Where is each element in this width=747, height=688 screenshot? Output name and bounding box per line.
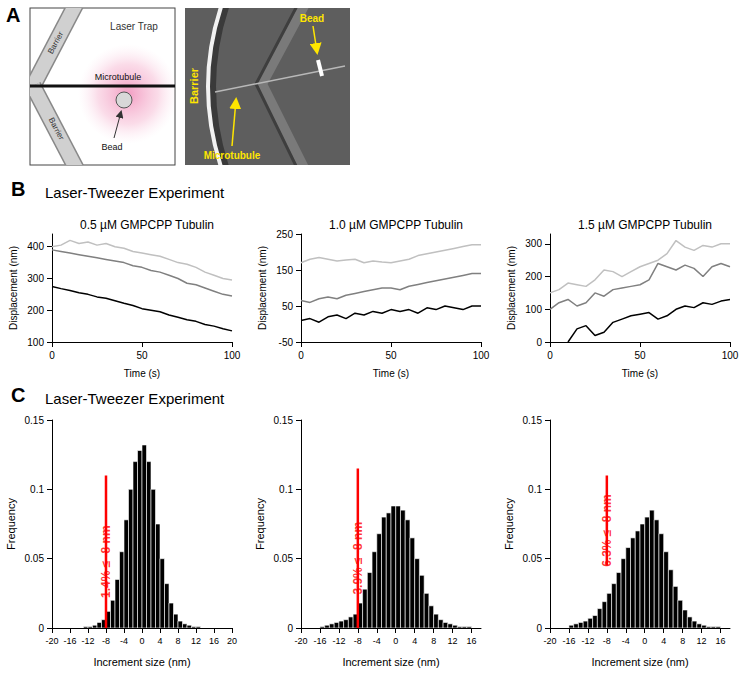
svg-text:8: 8	[431, 636, 436, 646]
svg-text:0: 0	[139, 636, 144, 646]
svg-text:16: 16	[467, 636, 477, 646]
svg-text:Displacement (nm): Displacement (nm)	[8, 246, 19, 330]
svg-text:300: 300	[525, 238, 542, 249]
svg-text:50: 50	[136, 350, 148, 361]
svg-text:-8: -8	[102, 636, 110, 646]
svg-text:Increment size (nm): Increment size (nm)	[591, 656, 688, 668]
svg-text:0: 0	[536, 623, 542, 634]
svg-text:Time (s): Time (s)	[622, 368, 658, 379]
svg-text:8: 8	[680, 636, 685, 646]
svg-text:1.4% ≤ -8 nm: 1.4% ≤ -8 nm	[99, 525, 113, 598]
svg-text:0.5 µM GMPCPP Tubulin: 0.5 µM GMPCPP Tubulin	[80, 218, 214, 232]
svg-text:Bead: Bead	[101, 142, 122, 152]
svg-text:-4: -4	[622, 636, 630, 646]
svg-text:0: 0	[49, 350, 55, 361]
svg-text:0.05: 0.05	[25, 553, 45, 564]
svg-text:12: 12	[697, 636, 707, 646]
svg-text:Laser Trap: Laser Trap	[110, 21, 158, 32]
svg-text:200: 200	[525, 271, 542, 282]
svg-text:16: 16	[716, 636, 726, 646]
svg-text:Barrier: Barrier	[46, 30, 65, 56]
svg-text:0: 0	[287, 623, 293, 634]
svg-text:-4: -4	[120, 636, 128, 646]
svg-text:-16: -16	[63, 636, 76, 646]
svg-text:200: 200	[27, 305, 44, 316]
svg-text:0: 0	[547, 350, 553, 361]
svg-text:Frequency: Frequency	[503, 498, 515, 550]
svg-text:100: 100	[27, 337, 44, 348]
svg-text:Laser-Tweezer Experiment: Laser-Tweezer Experiment	[45, 184, 225, 201]
svg-text:4: 4	[661, 636, 666, 646]
svg-text:0: 0	[393, 636, 398, 646]
svg-text:Laser-Tweezer Experiment: Laser-Tweezer Experiment	[45, 390, 225, 407]
svg-text:250: 250	[276, 229, 293, 240]
svg-text:Frequency: Frequency	[254, 498, 266, 550]
svg-text:-16: -16	[562, 636, 575, 646]
svg-text:Displacement (nm): Displacement (nm)	[506, 246, 517, 330]
svg-text:50: 50	[385, 350, 397, 361]
svg-text:Microtubule: Microtubule	[204, 150, 261, 161]
svg-text:-20: -20	[543, 636, 556, 646]
svg-text:-4: -4	[373, 636, 381, 646]
svg-text:12: 12	[191, 636, 201, 646]
svg-text:12: 12	[448, 636, 458, 646]
svg-text:1.0 µM GMPCPP Tubulin: 1.0 µM GMPCPP Tubulin	[329, 218, 463, 232]
svg-text:100: 100	[473, 350, 490, 361]
svg-text:0.1: 0.1	[279, 484, 293, 495]
svg-text:-50: -50	[279, 337, 294, 348]
svg-text:0: 0	[642, 636, 647, 646]
svg-text:Bead: Bead	[300, 13, 324, 24]
svg-text:0.15: 0.15	[274, 415, 294, 426]
svg-text:100: 100	[224, 350, 241, 361]
svg-text:C: C	[11, 384, 25, 406]
svg-text:0: 0	[536, 337, 542, 348]
svg-text:-8: -8	[603, 636, 611, 646]
svg-text:150: 150	[276, 265, 293, 276]
svg-text:Barrier: Barrier	[188, 67, 200, 104]
svg-text:-20: -20	[45, 636, 58, 646]
svg-text:B: B	[11, 178, 25, 200]
svg-text:4: 4	[157, 636, 162, 646]
svg-text:Microtubule: Microtubule	[95, 72, 142, 82]
svg-text:-20: -20	[294, 636, 307, 646]
svg-text:8: 8	[175, 636, 180, 646]
svg-text:A: A	[6, 4, 20, 26]
svg-text:3.9% ≤ -8 nm: 3.9% ≤ -8 nm	[351, 522, 365, 595]
svg-text:Displacement (nm): Displacement (nm)	[257, 246, 268, 330]
svg-text:-8: -8	[354, 636, 362, 646]
svg-text:-16: -16	[313, 636, 326, 646]
svg-text:Time (s): Time (s)	[373, 368, 409, 379]
svg-text:50: 50	[634, 350, 646, 361]
svg-text:4: 4	[412, 636, 417, 646]
svg-text:Frequency: Frequency	[5, 498, 17, 550]
svg-text:Increment size (nm): Increment size (nm)	[93, 656, 190, 668]
svg-text:-12: -12	[332, 636, 345, 646]
svg-text:0.05: 0.05	[274, 553, 294, 564]
svg-text:Time (s): Time (s)	[124, 368, 160, 379]
svg-text:100: 100	[525, 304, 542, 315]
svg-text:400: 400	[27, 241, 44, 252]
svg-text:6.3% ≤ -8 nm: 6.3% ≤ -8 nm	[600, 494, 614, 567]
svg-text:300: 300	[27, 273, 44, 284]
svg-text:0: 0	[38, 623, 44, 634]
svg-text:16: 16	[209, 636, 219, 646]
svg-text:0.15: 0.15	[25, 415, 45, 426]
svg-text:50: 50	[282, 301, 294, 312]
svg-text:0.1: 0.1	[528, 484, 542, 495]
svg-text:-12: -12	[81, 636, 94, 646]
svg-text:100: 100	[722, 350, 739, 361]
svg-text:Barrier: Barrier	[47, 116, 66, 142]
svg-text:20: 20	[227, 636, 237, 646]
svg-text:0.05: 0.05	[523, 553, 543, 564]
svg-text:1.5 µM GMPCPP Tubulin: 1.5 µM GMPCPP Tubulin	[578, 218, 712, 232]
svg-text:-12: -12	[581, 636, 594, 646]
svg-text:0.1: 0.1	[30, 484, 44, 495]
svg-text:Increment size (nm): Increment size (nm)	[342, 656, 439, 668]
svg-text:0.15: 0.15	[523, 415, 543, 426]
svg-text:0: 0	[298, 350, 304, 361]
